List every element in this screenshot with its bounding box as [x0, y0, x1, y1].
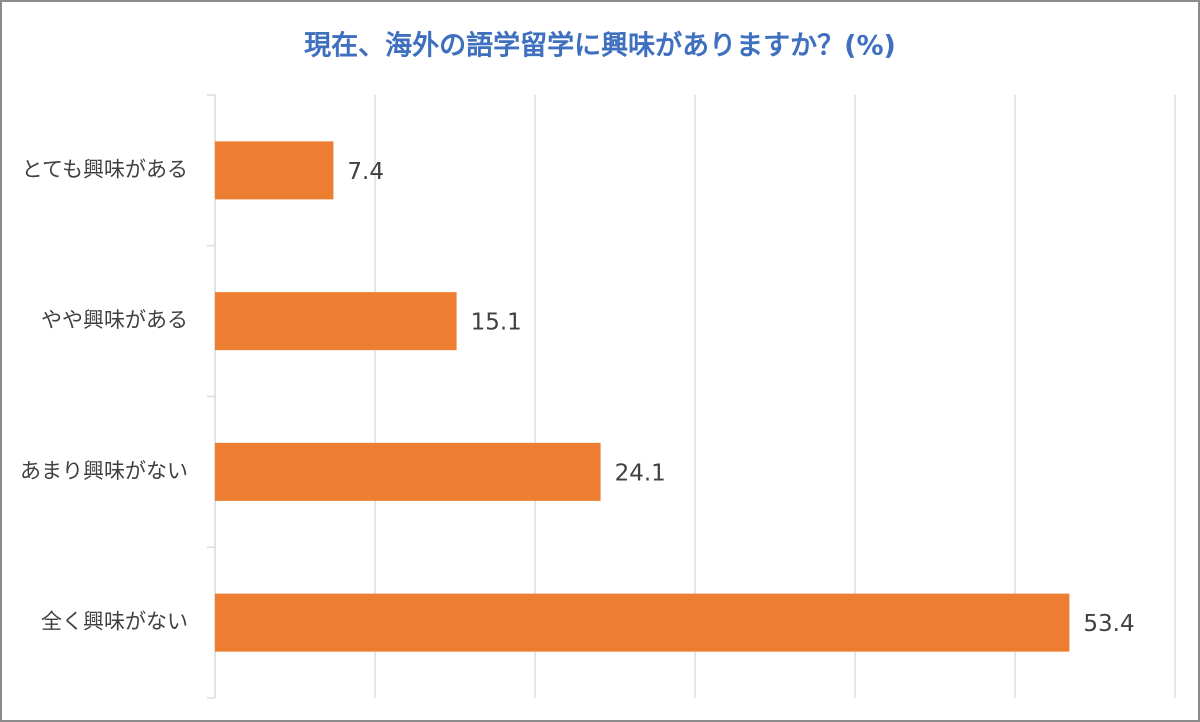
data-label: 53.4 [1083, 611, 1134, 637]
data-label: 15.1 [471, 310, 522, 336]
bar [215, 141, 334, 200]
bar [215, 292, 457, 351]
y-tick-label: とても興味がある [22, 157, 188, 181]
bar [215, 442, 601, 501]
bar [215, 593, 1070, 652]
chart-title: 現在、海外の語学留学に興味がありますか？(%) [304, 30, 896, 62]
data-label: 7.4 [347, 159, 384, 185]
y-tick-label: やや興味がある [41, 308, 188, 332]
y-tick-label: 全く興味がない [41, 610, 188, 634]
y-tick-label: あまり興味がない [20, 459, 188, 483]
data-label: 24.1 [615, 460, 666, 486]
